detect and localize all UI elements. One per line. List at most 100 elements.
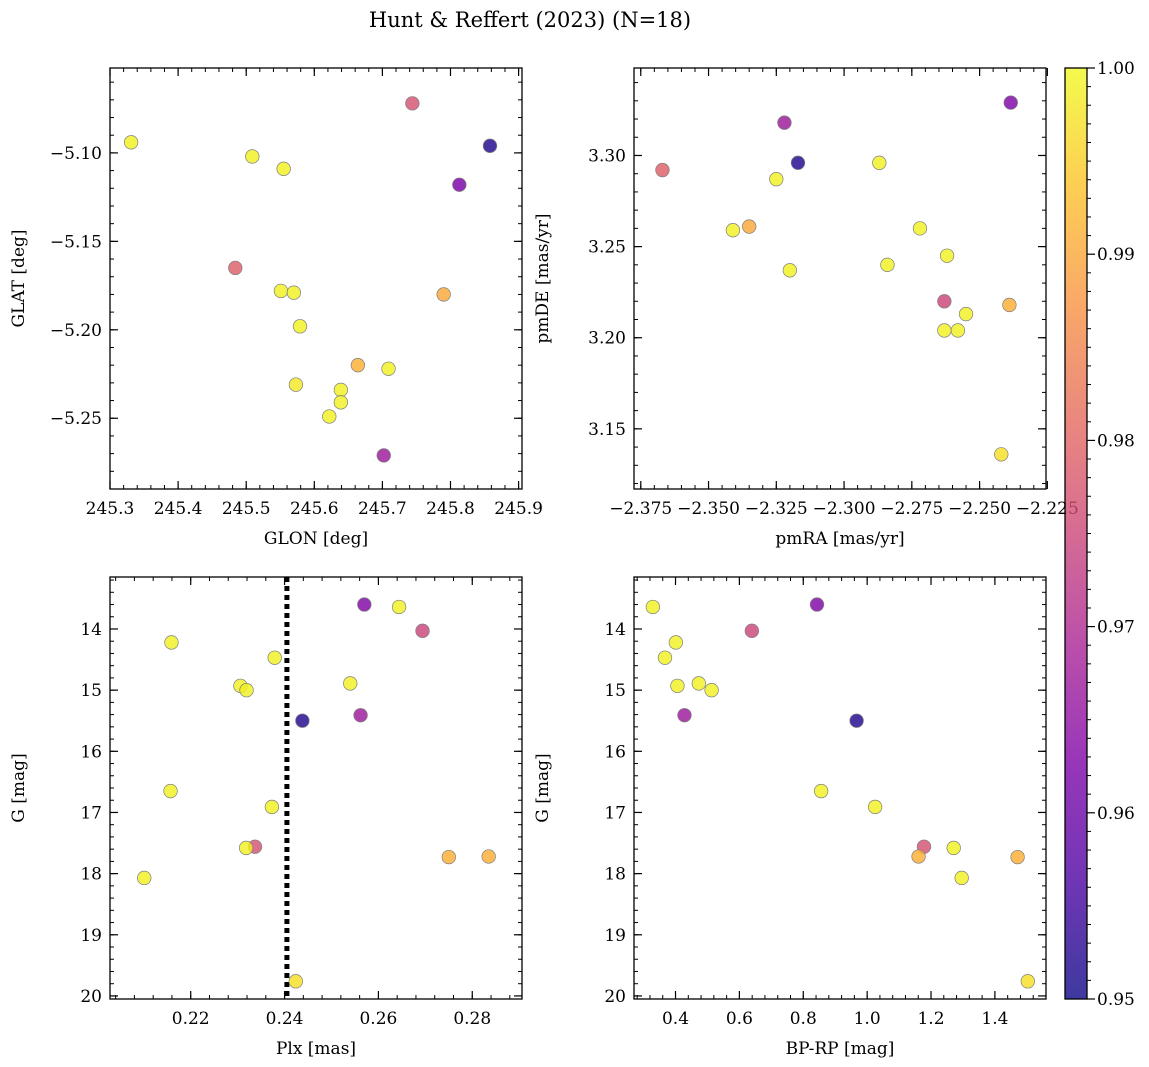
scatter-point [276, 161, 291, 176]
x-tick-label: 245.4 [154, 499, 203, 519]
colorbar-tick-label: 0.95 [1097, 990, 1135, 1010]
subplot-glon_glat: 245.3 245.4 245.5 245.6 245.7 245.8 245.9 −5.10… [9, 67, 543, 549]
x-axis-label: BP-RP [mag] [786, 1039, 895, 1059]
axes-frame [109, 576, 523, 1000]
x-tick-label: −2.325 [745, 499, 808, 519]
scatter-point [950, 323, 966, 338]
scatter-point [704, 682, 719, 698]
scatter-point [777, 115, 792, 130]
x-tick-label: 245.8 [426, 499, 475, 519]
scatter-point [452, 177, 467, 192]
scatter-point [123, 135, 139, 150]
y-tick-label: 15 [80, 681, 102, 701]
colorbar-tick-label: 0.99 [1097, 245, 1135, 265]
colorbar-gradient [1065, 68, 1087, 999]
scatter-points [645, 597, 1035, 989]
y-tick-label: −5.15 [50, 232, 102, 252]
x-tick-label: 1.0 [854, 1009, 881, 1029]
y-tick-label: 14 [604, 620, 626, 640]
scatter-point [267, 650, 282, 665]
minor-ticks [634, 68, 1046, 489]
x-tick-label: 245.5 [222, 499, 271, 519]
scatter-point [677, 708, 692, 723]
scatter-point [744, 623, 760, 638]
scatter-point [292, 319, 308, 334]
axes-frame [109, 67, 523, 490]
y-axis-label: G [mag] [9, 753, 29, 822]
scatter-point [911, 849, 926, 864]
scatter-point [391, 599, 407, 615]
y-tick-label: 19 [604, 926, 626, 946]
y-tick-label: 17 [604, 803, 626, 823]
scatter-point [482, 138, 498, 153]
x-axis-label: pmRA [mas/yr] [775, 529, 904, 549]
scatter-point [912, 221, 928, 236]
scatter-point [245, 149, 260, 164]
x-tick-label: −2.375 [609, 499, 672, 519]
x-tick-label: 0.22 [172, 1009, 210, 1029]
figure-title: Hunt & Reffert (2023) (N=18) [369, 8, 691, 32]
y-tick-label: −5.25 [50, 409, 102, 429]
scatter-point [481, 849, 496, 864]
subplot-pmra_pmde: −2.375 −2.350 −2.325 −2.300 −2.275 −2.250 −2.2… [533, 67, 1079, 549]
scatter-point [343, 676, 358, 691]
x-tick-label: 0.6 [726, 1009, 753, 1029]
scatter-point [849, 713, 864, 728]
scatter-points [123, 96, 498, 463]
y-tick-label: 19 [80, 926, 102, 946]
scatter-points [655, 95, 1018, 462]
subplot-grid: 245.3 245.4 245.5 245.6 245.7 245.8 245.9 −5.10… [9, 67, 1079, 1059]
scatter-point [353, 708, 368, 723]
scatter-point [670, 678, 685, 694]
scatter-point [782, 263, 798, 278]
x-tick-label: 245.6 [290, 499, 339, 519]
scatter-point [333, 395, 349, 410]
y-tick-label: 16 [80, 742, 102, 762]
x-axis-label: Plx [mas] [276, 1039, 356, 1059]
colorbar-tick-label: 1.00 [1097, 59, 1135, 79]
axes-frame [633, 67, 1047, 490]
y-tick-label: −5.20 [50, 321, 102, 341]
minor-ticks [109, 68, 522, 490]
scatter-point [994, 447, 1009, 462]
x-tick-label: 1.2 [917, 1009, 944, 1029]
scatter-point [441, 849, 456, 865]
colorbar-tick-label: 0.98 [1097, 431, 1135, 451]
scatter-point [381, 361, 396, 376]
scatter-point [691, 676, 706, 691]
colorbar: 0.95 0.96 0.97 0.98 0.99 1.00 [1064, 59, 1135, 1010]
y-tick-label: 14 [80, 620, 102, 640]
scatter-point [954, 870, 969, 886]
scatter-point [1020, 974, 1035, 989]
y-tick-label: 16 [604, 742, 626, 762]
y-axis-label: pmDE [mas/yr] [533, 213, 553, 343]
scatter-point [725, 223, 741, 238]
scatter-point [872, 155, 887, 170]
major-ticks [634, 68, 1048, 489]
scatter-point [1002, 297, 1017, 313]
scatter-point [1010, 849, 1025, 865]
x-tick-label: 245.7 [358, 499, 407, 519]
y-tick-label: 15 [604, 681, 626, 701]
scatter-point [228, 260, 243, 276]
x-tick-label: −2.250 [948, 499, 1011, 519]
x-tick-label: 245.3 [86, 499, 135, 519]
scatter-point [239, 682, 254, 698]
x-tick-label: 0.28 [453, 1009, 491, 1029]
scatter-point [322, 409, 337, 424]
y-tick-label: 20 [80, 987, 102, 1007]
scatter-point [937, 323, 952, 338]
scatter-point [809, 597, 825, 612]
x-tick-label: 0.8 [790, 1009, 817, 1029]
scatter-point [657, 650, 673, 665]
scatter-point [357, 597, 372, 612]
scatter-point [668, 635, 683, 650]
colorbar-ticks: 0.95 0.96 0.97 0.98 0.99 1.00 [1087, 59, 1135, 1010]
x-tick-label: 245.9 [494, 499, 543, 519]
y-tick-label: 3.15 [588, 420, 626, 440]
major-ticks [634, 577, 1046, 999]
scatter-point [958, 306, 974, 322]
scatter-point [405, 96, 420, 111]
y-tick-label: 20 [604, 987, 626, 1007]
